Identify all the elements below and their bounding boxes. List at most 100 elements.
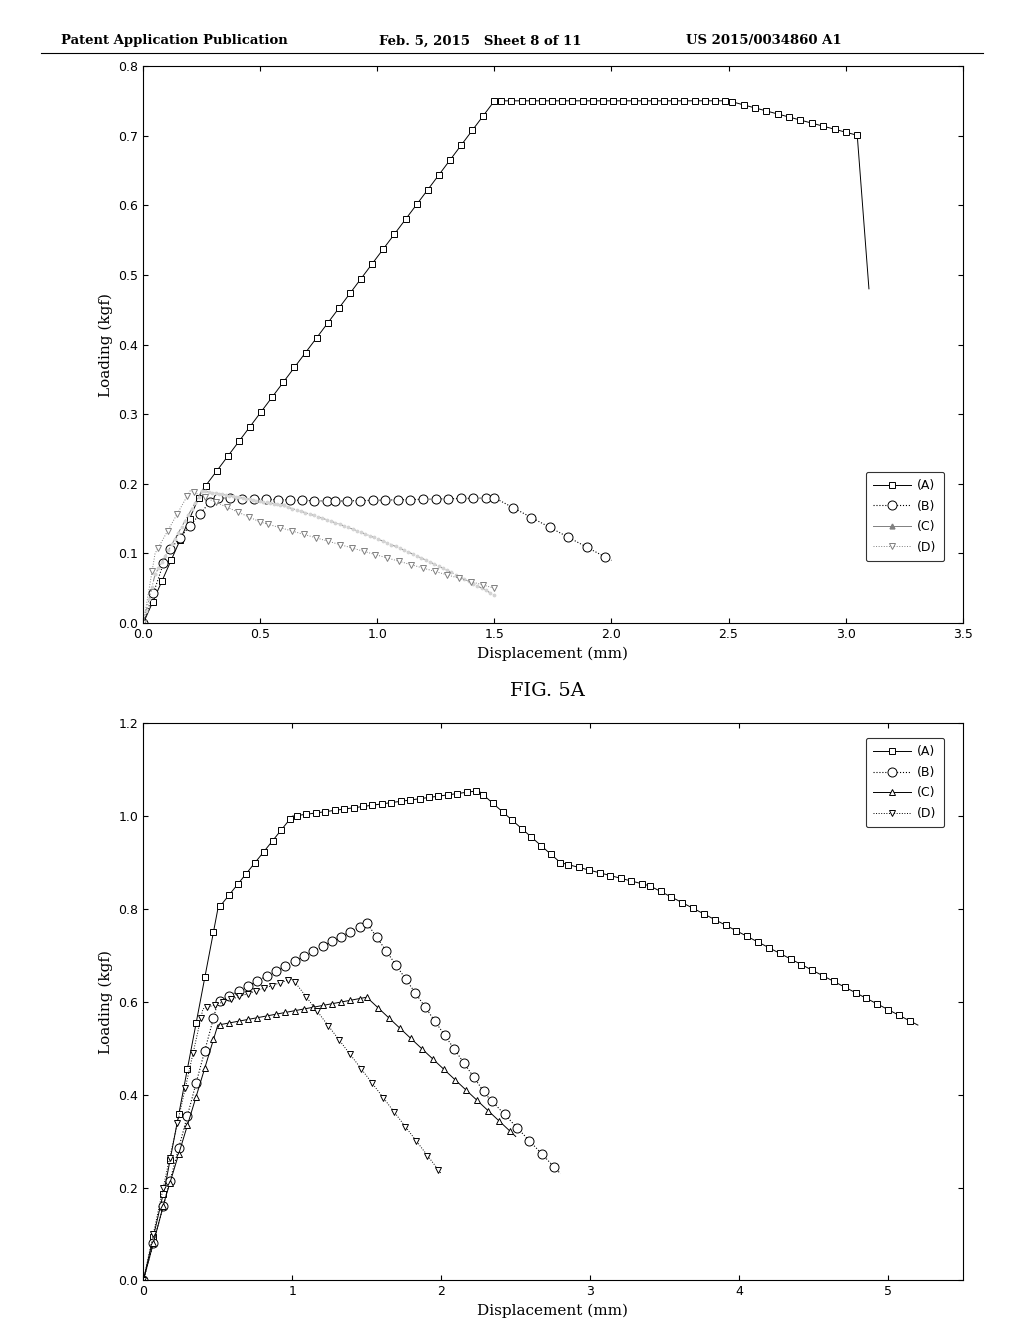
Point [456, 569, 472, 590]
Text: FIG. 5A: FIG. 5A [510, 681, 586, 700]
Point [443, 562, 460, 583]
Point [473, 578, 489, 599]
Point [214, 484, 230, 506]
Point [285, 498, 301, 519]
Legend: (A), (B), (C), (D): (A), (B), (C), (D) [866, 738, 944, 828]
Point [231, 487, 248, 508]
Point [174, 516, 190, 537]
Point [265, 492, 282, 513]
Point [151, 558, 167, 579]
Point [177, 510, 194, 531]
Point [477, 579, 494, 601]
Point [234, 487, 251, 508]
Point [167, 528, 183, 549]
Point [357, 524, 374, 545]
Point [447, 564, 464, 585]
Point [194, 480, 210, 502]
Point [170, 521, 186, 543]
Point [144, 576, 161, 597]
Point [371, 529, 387, 550]
Point [227, 486, 244, 507]
Point [310, 507, 327, 528]
Point [409, 545, 425, 566]
Text: Patent Application Publication: Patent Application Publication [61, 34, 288, 48]
Point [135, 612, 152, 634]
Point [258, 492, 274, 513]
Point [379, 532, 395, 553]
Point [430, 556, 446, 577]
Point [197, 480, 213, 502]
Point [275, 495, 292, 516]
Point [180, 504, 197, 525]
Point [323, 511, 339, 532]
Point [314, 508, 331, 529]
Point [154, 552, 170, 573]
Y-axis label: Loading (kgf): Loading (kgf) [98, 950, 113, 1053]
Y-axis label: Loading (kgf): Loading (kgf) [98, 293, 113, 396]
Point [383, 535, 399, 556]
Point [469, 576, 485, 597]
Point [400, 541, 417, 562]
Point [340, 517, 356, 539]
Point [194, 480, 210, 502]
Point [344, 519, 360, 540]
Point [332, 513, 348, 535]
Point [190, 486, 207, 507]
Point [252, 491, 268, 512]
Point [439, 560, 456, 581]
Point [183, 498, 200, 519]
Point [482, 582, 499, 603]
Point [157, 546, 173, 568]
Point [375, 531, 391, 552]
Point [217, 484, 233, 506]
Point [418, 549, 434, 570]
Point [187, 492, 204, 513]
Point [201, 482, 217, 503]
Point [138, 601, 155, 622]
Point [204, 482, 220, 503]
Point [413, 548, 429, 569]
Point [262, 492, 279, 513]
Point [221, 484, 238, 506]
Point [422, 552, 438, 573]
Point [245, 490, 261, 511]
Text: Feb. 5, 2015   Sheet 8 of 11: Feb. 5, 2015 Sheet 8 of 11 [379, 34, 582, 48]
Point [404, 544, 421, 565]
Point [297, 502, 313, 523]
Point [361, 525, 378, 546]
Point [242, 488, 258, 510]
Point [318, 510, 335, 531]
Legend: (A), (B), (C), (D): (A), (B), (C), (D) [866, 471, 944, 561]
Point [486, 585, 503, 606]
Point [387, 536, 403, 557]
Point [255, 491, 271, 512]
Point [268, 494, 285, 515]
Point [366, 527, 382, 548]
Point [452, 566, 468, 587]
Point [280, 496, 296, 517]
Point [211, 483, 227, 504]
Point [141, 589, 158, 610]
Point [272, 494, 289, 515]
Point [289, 499, 305, 520]
Point [224, 486, 241, 507]
Point [465, 573, 481, 594]
Point [301, 503, 317, 524]
Point [328, 512, 344, 533]
Point [146, 564, 163, 585]
Point [349, 520, 366, 541]
Point [238, 488, 254, 510]
X-axis label: Displacement (mm): Displacement (mm) [477, 1304, 629, 1319]
Point [248, 490, 264, 511]
Point [275, 495, 292, 516]
Point [426, 553, 442, 574]
Point [160, 540, 176, 561]
X-axis label: Displacement (mm): Displacement (mm) [477, 647, 629, 661]
Text: US 2015/0034860 A1: US 2015/0034860 A1 [686, 34, 842, 48]
Point [306, 504, 323, 525]
Point [336, 515, 352, 536]
Point [207, 483, 223, 504]
Point [353, 521, 370, 543]
Point [391, 537, 408, 558]
Point [396, 540, 413, 561]
